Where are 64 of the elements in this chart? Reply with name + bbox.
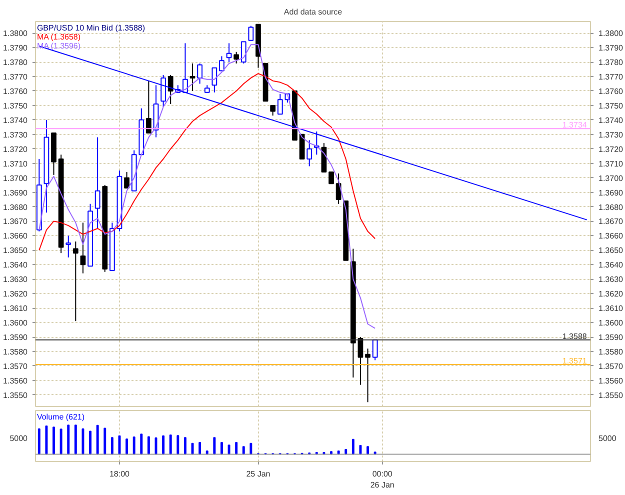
y2-tick-label: 1.3710 — [598, 159, 624, 168]
y-tick-label: 1.3780 — [3, 58, 28, 68]
text: 5000 — [10, 434, 28, 444]
y-tick-label: 1.3750 — [3, 101, 28, 110]
y2-tick-label: 1.3720 — [598, 144, 624, 154]
y-tick-label: 1.3770 — [3, 72, 28, 82]
y2-tick-label: 1.3730 — [598, 130, 624, 140]
y2-tick-label: 1.3600 — [598, 318, 624, 328]
y2-tick-label: 1.3620 — [598, 290, 624, 299]
y2-tick-label: 1.3770 — [598, 72, 624, 82]
y-tick-label: 1.3690 — [3, 188, 28, 198]
y-tick-label: 1.3600 — [3, 318, 28, 328]
chart-title: Volume (621) — [36, 412, 85, 422]
y2-tick-label: 1.3580 — [598, 348, 624, 356]
y2-tick-label: 1.3700 — [598, 174, 624, 183]
y2-tick-label: 1.3750 — [598, 101, 624, 110]
y-tick-label: 1.3760 — [3, 86, 28, 96]
y2-tick-label: 1.3650 — [598, 246, 624, 256]
y2-tick-label: 1.3760 — [598, 86, 624, 96]
x-tick-label: 00:00 26 Jan — [370, 470, 394, 490]
text: MA (1.3658) — [36, 32, 81, 42]
y2-tick-label: 1.3790 — [598, 44, 624, 53]
y2-tick-label: 1.3550 — [598, 390, 624, 400]
y-tick-label: 1.3790 — [3, 44, 28, 53]
y2-tick-label: 1.3680 — [598, 202, 624, 212]
y-tick-label: 1.3680 — [3, 202, 28, 212]
y-tick-label: 1.3650 — [3, 246, 28, 256]
y-tick-label: 1.3800 — [3, 29, 28, 38]
y-tick-label: 1.3710 — [3, 159, 28, 168]
y-tick-label: 1.3700 — [3, 174, 28, 183]
y2-tick-label: 1.3780 — [598, 58, 624, 68]
y2-tick-label: 1.3670 — [598, 217, 624, 226]
text: 5000 — [598, 434, 617, 444]
y-tick-label: 1.3620 — [3, 290, 28, 299]
y2-tick-label: 1.3800 — [598, 29, 624, 38]
y-tick-label: 1.3660 — [3, 232, 28, 241]
y2-tick-label: 1.3610 — [598, 304, 624, 314]
x-tick-label: 25 Jan — [246, 470, 270, 478]
y-tick-label: 1.3720 — [3, 144, 28, 154]
y-tick-label: 1.3560 — [3, 376, 28, 386]
y-tick-label: 1.3640 — [3, 260, 28, 270]
y2-tick-label: 1.3660 — [598, 232, 624, 241]
y2-tick-label: 1.3560 — [598, 376, 624, 386]
text: Add data source — [284, 8, 343, 16]
y2-tick-label: 1.3630 — [598, 275, 624, 284]
y2-tick-label: 1.3640 — [598, 260, 624, 270]
y2-tick-label: 1.3590 — [598, 333, 624, 342]
ref-line-label: 1.3571 — [562, 356, 588, 366]
y-tick-label: 1.3590 — [3, 333, 28, 342]
y2-tick-label: 1.3740 — [598, 116, 624, 125]
y-tick-label: 1.3730 — [3, 130, 28, 140]
y-tick-label: 1.3610 — [3, 304, 28, 314]
y-tick-label: 1.3670 — [3, 217, 28, 226]
y-tick-label: 1.3580 — [3, 348, 28, 356]
ref-line-label: 1.3734 — [562, 120, 588, 130]
y-tick-label: 1.3550 — [3, 390, 28, 400]
y2-tick-label: 1.3690 — [598, 188, 624, 198]
ref-line-label: 1.3588 — [562, 332, 588, 341]
x-tick-label: 18:00 — [109, 470, 130, 478]
y-tick-label: 1.3630 — [3, 275, 28, 284]
y-tick-label: 1.3740 — [3, 116, 28, 125]
chart-title: GBP/USD 10 Min Bid (1.3588) — [36, 24, 146, 32]
y2-tick-label: 1.3570 — [598, 362, 624, 371]
y-tick-label: 1.3570 — [3, 362, 28, 371]
